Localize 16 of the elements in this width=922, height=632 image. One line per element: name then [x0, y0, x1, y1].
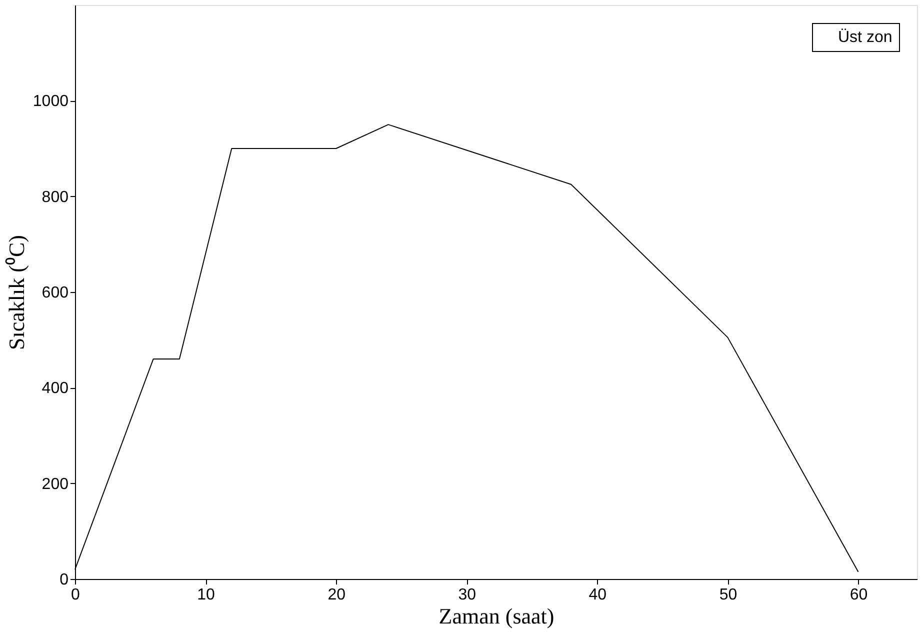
y-tick-label: 0 [60, 572, 69, 588]
y-tick-label: 1000 [32, 93, 69, 110]
x-axis-title: Zaman (saat) [438, 604, 554, 628]
x-tick-label: 20 [328, 586, 346, 604]
y-tick-label: 400 [42, 380, 69, 398]
x-tick-label: 10 [197, 586, 216, 604]
y-tick-label: 600 [42, 284, 69, 302]
x-tick-label: 30 [458, 586, 476, 604]
y-axis-title: Sıcaklık (⁰C) [4, 235, 29, 350]
x-tick-label: 40 [588, 586, 607, 604]
x-tick-label: 50 [719, 586, 738, 604]
x-tick-label: 0 [71, 586, 80, 604]
text: Üst zon [838, 28, 892, 46]
y-tick-label: 800 [42, 188, 69, 206]
y-tick-label: 200 [42, 476, 69, 493]
x-tick-label: 60 [850, 586, 868, 604]
